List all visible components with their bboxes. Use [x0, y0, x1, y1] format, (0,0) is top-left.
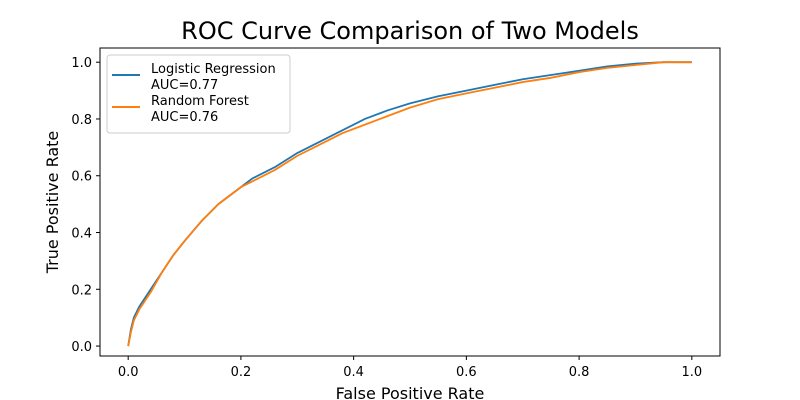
plot-frame	[99, 47, 721, 357]
y-tick-label: 0.8	[71, 113, 92, 128]
x-tick-label: 0.4	[343, 365, 364, 380]
y-tick-label: 0.4	[71, 227, 92, 242]
y-tick-label: 0.2	[71, 283, 92, 298]
legend-label-logistic-regression: Logistic Regression	[151, 62, 276, 77]
x-tick-label: 1.0	[681, 365, 702, 380]
y-tick-label: 0.6	[71, 170, 92, 185]
x-tick-label: 0.8	[569, 365, 590, 380]
chart-title: ROC Curve Comparison of Two Models	[181, 17, 639, 45]
legend-label-logistic-regression: AUC=0.77	[151, 78, 218, 93]
x-tick-label: 0.6	[456, 365, 477, 380]
legend-label-random-forest: AUC=0.76	[151, 110, 218, 125]
y-tick-label: 0.0	[71, 340, 92, 355]
x-axis-label: False Positive Rate	[336, 384, 485, 400]
legend-label-random-forest: Random Forest	[151, 94, 249, 109]
x-tick-label: 0.2	[231, 365, 252, 380]
x-tick-label: 0.0	[118, 365, 139, 380]
y-axis-label: True Positive Rate	[43, 131, 62, 275]
series-line-random-forest	[127, 61, 692, 347]
legend-box	[106, 54, 291, 134]
y-tick-label: 1.0	[71, 56, 92, 71]
